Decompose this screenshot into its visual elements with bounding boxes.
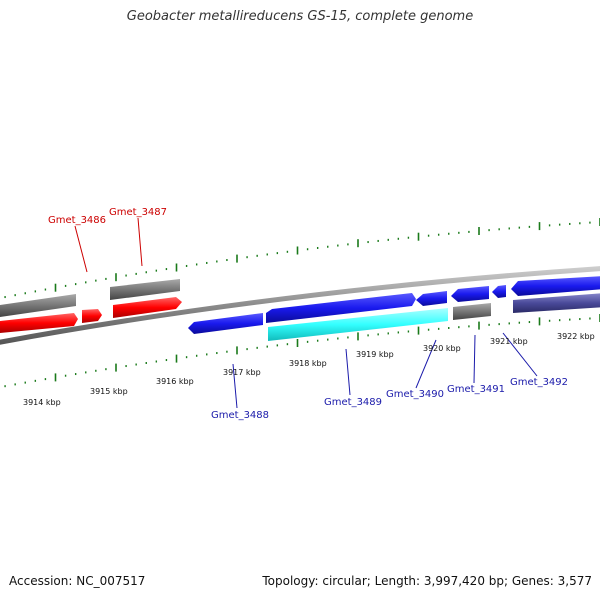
gene-red[interactable] xyxy=(113,297,182,318)
genome-backbone xyxy=(0,266,600,345)
scale-label: 3919 kbp xyxy=(356,350,394,359)
scale-label: 3915 kbp xyxy=(90,387,128,396)
gene-blue[interactable] xyxy=(266,293,416,323)
scale-label: 3917 kbp xyxy=(223,368,261,377)
gene-blue[interactable] xyxy=(511,276,600,296)
gene-blue[interactable] xyxy=(416,291,447,306)
scale-label: 3920 kbp xyxy=(423,344,461,353)
gene-label[interactable]: Gmet_3491 xyxy=(447,384,505,395)
gene-red[interactable] xyxy=(0,313,78,333)
label-leaders xyxy=(74,217,538,409)
gene-cyan[interactable] xyxy=(268,308,448,341)
scale-label: 3916 kbp xyxy=(156,377,194,386)
scale-label: 3921 kbp xyxy=(490,337,528,346)
gene-blue[interactable] xyxy=(451,286,489,302)
gene-label[interactable]: Gmet_3486 xyxy=(48,215,106,226)
genes-top-strand xyxy=(0,279,182,333)
gene-grey[interactable] xyxy=(110,279,180,300)
scale-label: 3922 kbp xyxy=(557,332,595,341)
gene-label[interactable]: Gmet_3492 xyxy=(510,377,568,388)
tick-row-top xyxy=(4,218,600,299)
gene-blue[interactable] xyxy=(188,313,263,334)
gene-purple[interactable] xyxy=(513,293,600,313)
accession-text: Accession: NC_007517 xyxy=(9,574,146,588)
scale-labels: 3914 kbp 3915 kbp 3916 kbp 3917 kbp 3918… xyxy=(23,332,595,407)
gene-red[interactable] xyxy=(82,309,102,323)
gene-labels-top: Gmet_3486 Gmet_3487 xyxy=(48,207,167,226)
gene-grey[interactable] xyxy=(0,294,76,317)
tick-row-bottom xyxy=(4,314,600,388)
map-title: Geobacter metallireducens GS-15, complet… xyxy=(126,9,474,24)
genes-bottom-strand xyxy=(188,276,600,341)
gene-blue[interactable] xyxy=(492,285,506,298)
scale-label: 3914 kbp xyxy=(23,398,61,407)
gene-label[interactable]: Gmet_3489 xyxy=(324,397,382,408)
gene-label[interactable]: Gmet_3490 xyxy=(386,389,444,400)
gene-grey[interactable] xyxy=(453,303,491,320)
scale-label: 3918 kbp xyxy=(289,359,327,368)
gene-label[interactable]: Gmet_3488 xyxy=(211,410,269,421)
genome-summary-text: Topology: circular; Length: 3,997,420 bp… xyxy=(262,574,592,588)
gene-labels-bottom: Gmet_3488 Gmet_3489 Gmet_3490 Gmet_3491 … xyxy=(211,377,568,421)
gene-label[interactable]: Gmet_3487 xyxy=(109,207,167,218)
